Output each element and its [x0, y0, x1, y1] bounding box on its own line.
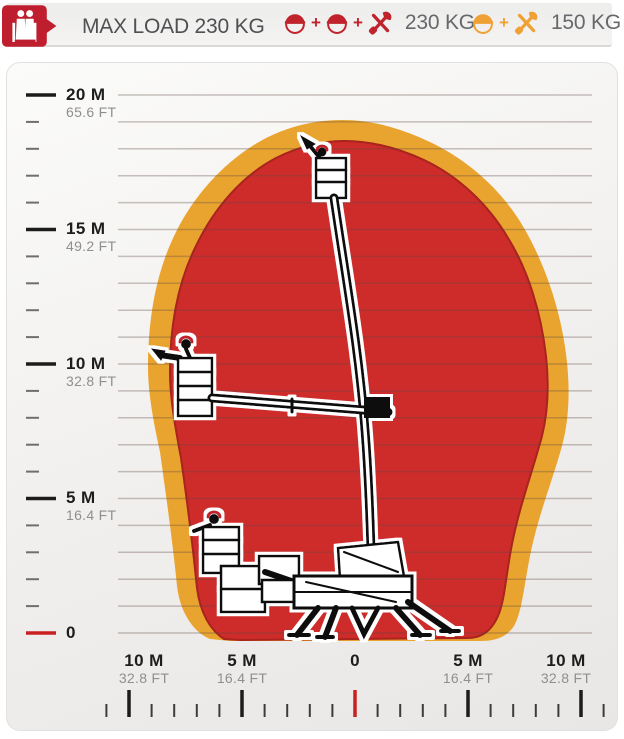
capacity-mode-two-operators: + + 230 KG	[282, 10, 475, 36]
x-axis-ticks	[105, 690, 605, 717]
boom-stowed-position	[192, 510, 303, 614]
x-axis-label-right-10m: 10 M 32.8 FT	[540, 651, 592, 687]
plus-sign: +	[311, 13, 321, 32]
plus-sign: +	[352, 13, 363, 32]
chassis-and-outriggers	[260, 540, 461, 640]
x-axis-label-left-10m: 10 M 32.8 FT	[118, 651, 170, 687]
x-axis-label-right-5m: 5 M 16.4 FT	[442, 651, 494, 687]
two-workers-in-basket-icon	[2, 5, 57, 47]
operator-helmet-icon	[472, 14, 494, 34]
operator-helmet-icon	[326, 14, 348, 34]
y-axis-label-5m: 5 M 16.4 FT	[66, 488, 117, 524]
capacity-value: 230 KG	[404, 11, 475, 34]
x-axis-label-left-5m: 5 M 16.4 FT	[216, 651, 268, 687]
y-axis-label-20m: 20 M 65.6 FT	[66, 85, 117, 121]
tools-icon	[514, 11, 538, 35]
y-axis-label-15m: 15 M 49.2 FT	[66, 219, 117, 255]
x-axis-label-0: 0	[350, 651, 360, 670]
y-axis-label-0: 0	[66, 623, 76, 642]
capacity-value: 150 KG	[550, 11, 621, 34]
y-axis-ticks	[26, 93, 56, 635]
plus-sign: +	[499, 13, 509, 32]
header-bar: MAX LOAD 230 KG + + 23	[6, 3, 621, 47]
y-axis-label-10m: 10 M 32.8 FT	[66, 354, 117, 390]
tools-icon	[368, 11, 392, 35]
max-load-label: MAX LOAD 230 KG	[82, 15, 265, 38]
boom-horizontal-position	[150, 335, 393, 418]
spider-boom-lift-silhouette	[150, 134, 461, 640]
operator-helmet-icon	[284, 14, 306, 34]
capacity-mode-one-operator: + 150 KG	[470, 10, 621, 36]
